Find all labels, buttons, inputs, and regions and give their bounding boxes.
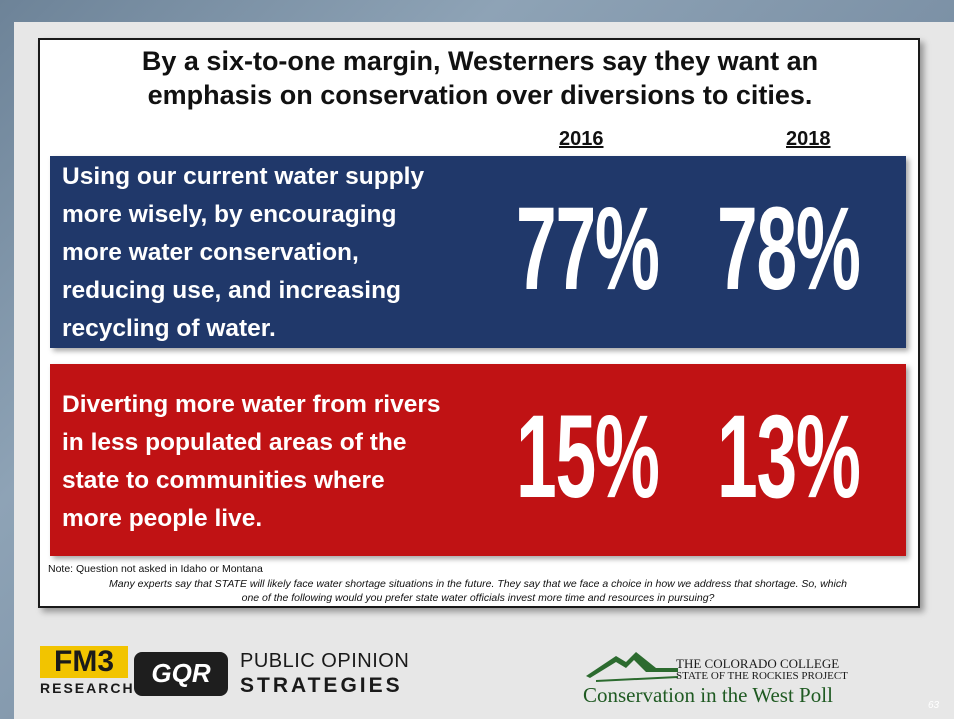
- fm3-logo-mark: FM3: [40, 646, 128, 678]
- question-line: Many experts say that STATE will likely …: [109, 578, 847, 590]
- statement-line: reducing use, and increasing: [62, 277, 402, 304]
- diversion-panel: Diverting more water from rivers in less…: [50, 364, 906, 556]
- colorado-college-line-2: STATE OF THE ROCKIES PROJECT: [676, 670, 848, 682]
- pos-logo-line-2: STRATEGIES: [240, 674, 403, 697]
- title-line-2: emphasis on conservation over diversions…: [147, 80, 813, 110]
- footnote: Note: Question not asked in Idaho or Mon…: [48, 563, 263, 575]
- statement-line: more wisely, by encouraging: [62, 201, 397, 228]
- mountain-icon: [586, 652, 678, 682]
- background-header-strip: [0, 0, 954, 22]
- page-number: 63: [928, 700, 940, 711]
- fm3-logo-subtitle: RESEARCH: [40, 680, 135, 696]
- statement-line: Using our current water supply: [62, 163, 425, 190]
- diversion-2016-value: 15%: [516, 391, 660, 523]
- colorado-college-line-1: THE COLORADO COLLEGE: [676, 656, 840, 671]
- statement-line: state to communities where: [62, 467, 385, 494]
- statement-line: in less populated areas of the: [62, 429, 407, 456]
- gqr-logo: GQR: [134, 652, 228, 696]
- pos-logo-line-1: PUBLIC OPINION: [240, 650, 410, 672]
- poll-name: Conservation in the West Poll: [583, 683, 833, 707]
- statement-line: more people live.: [62, 505, 263, 532]
- statement-line: Diverting more water from rivers: [62, 391, 441, 418]
- diversion-2018-value: 13%: [717, 391, 861, 523]
- year-2016-header: 2016: [559, 128, 604, 150]
- slide-title: By a six-to-one margin, Westerners say t…: [50, 44, 910, 112]
- year-2018-header: 2018: [786, 128, 831, 150]
- question-line: one of the following would you prefer st…: [241, 592, 715, 604]
- conservation-2016-value: 77%: [516, 183, 660, 315]
- conservation-2018-value: 78%: [717, 183, 861, 315]
- question-wording: Many experts say that STATE will likely …: [48, 577, 908, 605]
- conservation-statement: Using our current water supply more wise…: [62, 158, 512, 348]
- statement-line: more water conservation,: [62, 239, 359, 266]
- statement-line: recycling of water.: [62, 315, 276, 342]
- conservation-panel: Using our current water supply more wise…: [50, 156, 906, 348]
- diversion-statement: Diverting more water from rivers in less…: [62, 386, 512, 538]
- fm3-logo: FM3 RESEARCH: [40, 646, 135, 698]
- title-line-1: By a six-to-one margin, Westerners say t…: [141, 46, 819, 76]
- gqr-logo-text: GQR: [151, 658, 211, 688]
